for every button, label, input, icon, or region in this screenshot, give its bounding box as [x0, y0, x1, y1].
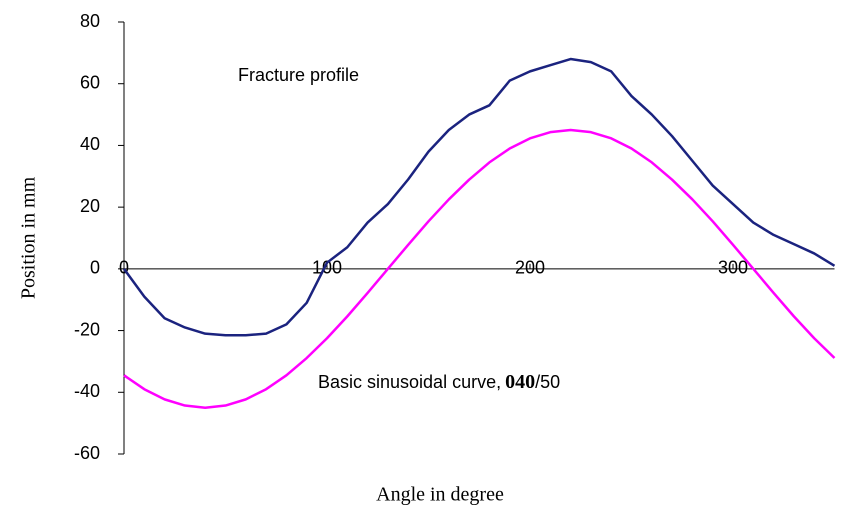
x-tick-label: 0 — [119, 258, 129, 278]
y-axis-label: Position in mm — [18, 176, 40, 299]
x-tick-label: 100 — [312, 258, 342, 278]
annotation: Fracture profile — [238, 65, 359, 85]
y-tick-label: 40 — [80, 134, 100, 154]
y-tick-label: -20 — [74, 319, 100, 339]
y-tick-label: -60 — [74, 443, 100, 463]
x-tick-label: 200 — [515, 258, 545, 278]
series-line — [122, 57, 836, 337]
x-axis-label: Angle in degree — [376, 484, 504, 506]
y-tick-label: 0 — [90, 258, 100, 278]
sinusoid-label-part: Basic sinusoidal curve, — [318, 372, 501, 392]
sinusoid-label-part: 040 — [505, 371, 535, 393]
y-tick-label: 60 — [80, 72, 100, 92]
y-tick-label: 80 — [80, 11, 100, 31]
sinusoid-label-part: /50 — [535, 372, 560, 392]
sinusoid-label: Basic sinusoidal curve, 040/50 — [318, 371, 560, 393]
y-tick-label: 20 — [80, 196, 100, 216]
x-tick-label: 300 — [718, 258, 748, 278]
series-line — [123, 128, 836, 409]
y-tick-label: -40 — [74, 381, 100, 401]
